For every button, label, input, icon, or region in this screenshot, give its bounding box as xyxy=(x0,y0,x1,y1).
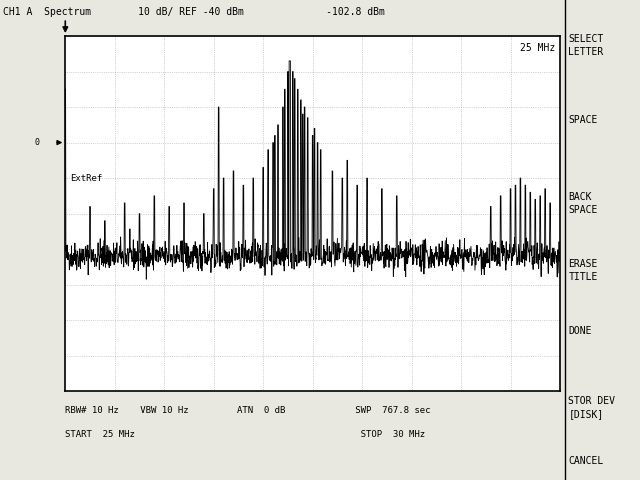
Text: 25 MHz: 25 MHz xyxy=(520,43,555,53)
Text: DONE: DONE xyxy=(568,326,592,336)
Text: ExtRef: ExtRef xyxy=(70,174,102,182)
Text: RBW# 10 Hz    VBW 10 Hz         ATN  0 dB             SWP  767.8 sec: RBW# 10 Hz VBW 10 Hz ATN 0 dB SWP 767.8 … xyxy=(65,406,431,415)
Text: SPACE: SPACE xyxy=(568,115,598,125)
Text: BACK
SPACE: BACK SPACE xyxy=(568,192,598,215)
Text: CH1 A  Spectrum        10 dB/ REF -40 dBm              -102.8 dBm: CH1 A Spectrum 10 dB/ REF -40 dBm -102.8… xyxy=(3,7,385,17)
Text: ERASE
TITLE: ERASE TITLE xyxy=(568,259,598,282)
Text: START  25 MHz                                          STOP  30 MHz: START 25 MHz STOP 30 MHz xyxy=(65,430,426,439)
Text: STOR DEV
[DISK]: STOR DEV [DISK] xyxy=(568,396,615,419)
Text: SELECT
LETTER: SELECT LETTER xyxy=(568,34,604,57)
Text: CANCEL: CANCEL xyxy=(568,456,604,466)
Text: 0: 0 xyxy=(35,138,40,147)
